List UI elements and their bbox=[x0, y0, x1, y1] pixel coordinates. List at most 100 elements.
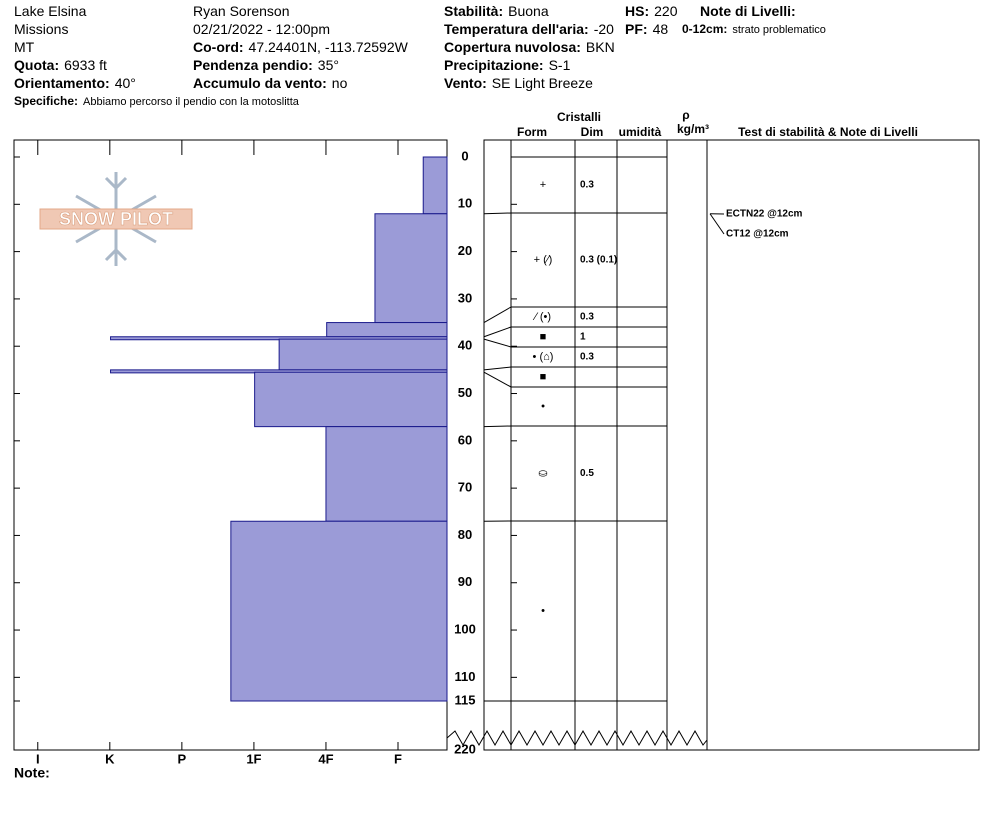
field-value: strato problematico bbox=[732, 24, 826, 36]
header-field: PF: 48 bbox=[625, 21, 668, 37]
depth-label: 40 bbox=[458, 338, 472, 353]
grain-form: ■ bbox=[540, 371, 547, 383]
field-value: Ryan Sorenson bbox=[193, 3, 290, 19]
field-label: Specifiche: bbox=[14, 94, 78, 108]
grain-form: + (⁄) bbox=[534, 254, 553, 266]
hardness-label: 4F bbox=[318, 751, 333, 766]
field-label: Orientamento: bbox=[14, 75, 110, 91]
field-label: Quota: bbox=[14, 57, 59, 73]
header-field: Temperatura dell'aria: -20 bbox=[444, 21, 614, 37]
grain-form: ■ bbox=[540, 331, 547, 343]
field-value: MT bbox=[14, 39, 35, 55]
col-header: ρ bbox=[682, 108, 689, 122]
field-label: Stabilità: bbox=[444, 3, 503, 19]
grain-form: ⁄ (•) bbox=[532, 311, 551, 323]
field-label: Co-ord: bbox=[193, 39, 244, 55]
layer-connector bbox=[483, 366, 512, 371]
hardness-layer bbox=[230, 520, 448, 702]
logo bbox=[39, 172, 193, 266]
header-field: Orientamento: 40° bbox=[14, 75, 136, 91]
field-value: 47.24401N, -113.72592W bbox=[249, 39, 409, 55]
header-field: Lake Elsina bbox=[14, 3, 87, 19]
col-header: Dim bbox=[581, 125, 604, 139]
header-field: HS: 220 bbox=[625, 3, 678, 19]
layer-connector bbox=[483, 371, 512, 388]
field-label: Vento: bbox=[444, 75, 487, 91]
header-field: MT bbox=[14, 39, 35, 55]
field-value: no bbox=[332, 75, 348, 91]
layer-connector bbox=[483, 326, 512, 338]
field-label: Note di Livelli: bbox=[700, 3, 796, 19]
test-label: CT12 @12cm bbox=[726, 229, 789, 240]
grain-size: 0.5 bbox=[580, 468, 594, 479]
header-field: 02/21/2022 - 12:00pm bbox=[193, 21, 330, 37]
field-label: Copertura nuvolosa: bbox=[444, 39, 581, 55]
field-label: Precipitazione: bbox=[444, 57, 544, 73]
field-label: Accumulo da vento: bbox=[193, 75, 327, 91]
header-field: Specifiche: Abbiamo percorso il pendio co… bbox=[14, 94, 300, 108]
field-value: 35° bbox=[318, 57, 339, 73]
header-field: 0-12cm: strato problematico bbox=[682, 22, 826, 36]
header-field: Accumulo da vento: no bbox=[193, 75, 348, 91]
field-value: 48 bbox=[653, 21, 669, 37]
hardness-label: 1F bbox=[246, 751, 261, 766]
depth-label: 10 bbox=[458, 196, 472, 211]
layer-connector bbox=[483, 306, 512, 323]
field-label: PF: bbox=[625, 21, 648, 37]
hardness-label: I bbox=[36, 751, 40, 766]
header-field: Missions bbox=[14, 21, 68, 37]
depth-label: 90 bbox=[458, 574, 472, 589]
depth-label: 220 bbox=[454, 741, 476, 756]
field-label: Pendenza pendio: bbox=[193, 57, 313, 73]
hardness-label: P bbox=[178, 751, 187, 766]
header-field: Pendenza pendio: 35° bbox=[193, 57, 339, 73]
depth-label: 50 bbox=[458, 385, 472, 400]
field-value: Abbiamo percorso il pendio con la motosl… bbox=[83, 96, 300, 108]
hardness-layer bbox=[326, 322, 448, 338]
field-value: BKN bbox=[586, 39, 615, 55]
grain-size: 0.3 (0.1) bbox=[580, 255, 617, 266]
field-label: Temperatura dell'aria: bbox=[444, 21, 589, 37]
field-value: Lake Elsina bbox=[14, 3, 87, 19]
hardness-layer bbox=[278, 338, 448, 371]
header-field: Copertura nuvolosa: BKN bbox=[444, 39, 615, 55]
depth-label: 60 bbox=[458, 432, 472, 447]
header-field: Vento: SE Light Breeze bbox=[444, 75, 593, 91]
field-value: 40° bbox=[115, 75, 136, 91]
grain-form: • bbox=[541, 605, 545, 617]
depth-label: 30 bbox=[458, 290, 472, 305]
col-header: kg/m³ bbox=[677, 122, 709, 136]
hardness-layer bbox=[325, 426, 448, 522]
grain-size: 0.3 bbox=[580, 180, 594, 191]
depth-label: 115 bbox=[455, 692, 476, 707]
field-label: HS: bbox=[625, 3, 649, 19]
field-value: -20 bbox=[594, 21, 614, 37]
depth-label: 0 bbox=[461, 148, 468, 163]
grain-size: 0.3 bbox=[580, 352, 594, 363]
depth-break bbox=[446, 729, 708, 747]
header-field: Precipitazione: S-1 bbox=[444, 57, 571, 73]
test-arrow bbox=[709, 213, 725, 235]
grain-form: + bbox=[540, 179, 546, 191]
hardness-layer bbox=[374, 213, 448, 324]
field-value: Missions bbox=[14, 21, 68, 37]
field-value: 220 bbox=[654, 3, 678, 19]
depth-label: 110 bbox=[455, 669, 476, 684]
note-label: Note: bbox=[14, 765, 50, 781]
table-frame bbox=[483, 139, 980, 751]
grain-form: • (⌂) bbox=[533, 351, 554, 363]
grain-form: ⛀ bbox=[538, 467, 547, 479]
layer-connector bbox=[483, 425, 512, 428]
depth-label: 80 bbox=[458, 527, 472, 542]
depth-label: 20 bbox=[458, 243, 472, 258]
col-header: Cristalli bbox=[557, 110, 601, 124]
hardness-label: F bbox=[394, 751, 402, 766]
hardness-layer bbox=[254, 371, 448, 428]
header-field: Note di Livelli: bbox=[700, 3, 796, 19]
header-field: Co-ord: 47.24401N, -113.72592W bbox=[193, 39, 409, 55]
test-label: ECTN22 @12cm bbox=[726, 209, 803, 220]
depth-label: 100 bbox=[454, 621, 476, 636]
header-field: Ryan Sorenson bbox=[193, 3, 290, 19]
field-value: 6933 ft bbox=[64, 57, 107, 73]
